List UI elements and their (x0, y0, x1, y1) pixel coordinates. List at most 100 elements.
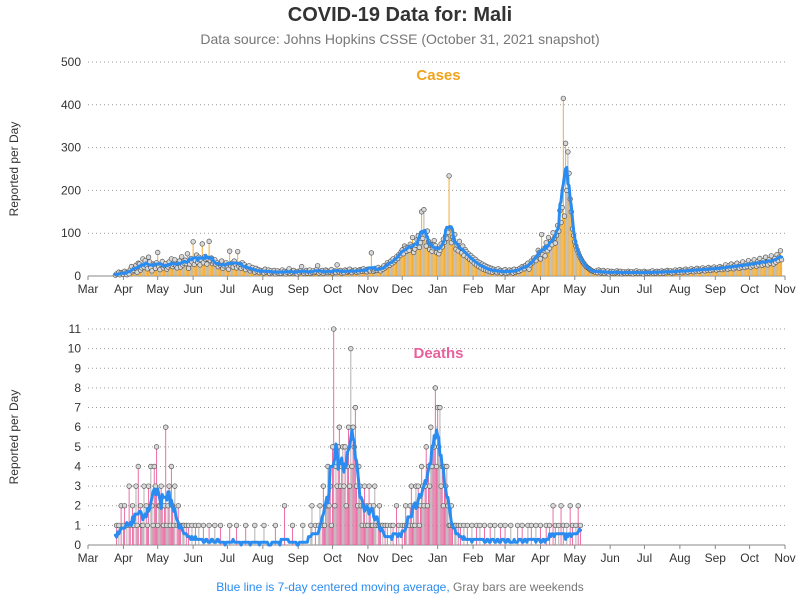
bar (129, 525, 131, 545)
bar (197, 262, 199, 276)
bar (418, 525, 420, 545)
bar (230, 265, 232, 276)
y-tick-label: 0 (74, 269, 81, 283)
bar (122, 525, 124, 545)
bar (426, 231, 428, 276)
data-point (308, 522, 314, 529)
data-point (252, 522, 258, 529)
bar (762, 260, 764, 276)
data-point (440, 503, 447, 509)
bar (160, 486, 162, 545)
bar (432, 446, 434, 545)
bar (180, 267, 182, 276)
data-point (331, 326, 337, 332)
x-tick-label: Apr (531, 551, 550, 565)
y-tick-label: 9 (74, 361, 81, 375)
data-point (328, 522, 335, 529)
bar (761, 265, 763, 276)
bar (157, 525, 159, 545)
bar (584, 264, 586, 276)
x-tick-label: Jun (183, 551, 202, 565)
bar (735, 267, 737, 276)
data-point (469, 522, 475, 529)
data-point (564, 522, 570, 529)
data-point (134, 522, 140, 529)
bar (357, 505, 359, 545)
bar (750, 267, 752, 276)
data-point (565, 149, 571, 155)
bar (223, 265, 225, 276)
bar (458, 241, 460, 276)
bar (133, 525, 135, 545)
x-tick-label: May (563, 551, 586, 565)
bar (776, 254, 778, 276)
bar (229, 525, 231, 545)
bar (417, 486, 419, 545)
bar (370, 525, 372, 545)
bar (520, 270, 522, 276)
bar (343, 486, 345, 545)
bar (447, 232, 449, 276)
x-tick-label: Dec (392, 551, 413, 565)
bar (779, 250, 781, 276)
data-point (145, 483, 152, 489)
bar (434, 245, 436, 276)
x-tick-label: Oct (323, 282, 342, 296)
bar (552, 232, 554, 276)
bar (226, 267, 228, 276)
x-tick-label: Jan (428, 282, 447, 296)
data-point (519, 522, 525, 529)
bar (184, 260, 186, 276)
panel-title: Deaths (413, 345, 463, 362)
data-point (172, 483, 178, 489)
x-tick-label: Nov (774, 282, 795, 296)
bar (774, 258, 776, 276)
bar (302, 525, 304, 545)
bar (405, 248, 407, 276)
data-point (185, 265, 192, 271)
x-tick-label: Mar (495, 551, 516, 565)
x-tick-label: Oct (740, 551, 759, 565)
bar (466, 257, 468, 276)
bar (202, 262, 204, 276)
bar (245, 269, 247, 276)
bar (321, 525, 323, 545)
data-point (402, 503, 409, 509)
data-point (163, 424, 169, 430)
data-point (184, 251, 191, 257)
data-point (155, 522, 161, 529)
bar (198, 525, 200, 545)
bar (454, 525, 456, 545)
data-point (408, 483, 415, 489)
bar (183, 263, 185, 276)
bar (576, 249, 578, 276)
bar (418, 247, 420, 276)
bar (344, 446, 346, 545)
bar (726, 267, 728, 276)
bar (394, 260, 396, 276)
data-point (235, 248, 241, 255)
data-point (342, 444, 348, 450)
x-tick-label: May (563, 282, 586, 296)
bar (522, 267, 524, 276)
bar (422, 486, 424, 545)
bar (542, 254, 544, 276)
bar (415, 486, 417, 545)
bar (440, 243, 442, 276)
bar (416, 239, 418, 276)
bar (538, 252, 540, 276)
bar (752, 265, 754, 276)
data-point (272, 522, 279, 529)
data-point (341, 483, 347, 489)
bar (218, 264, 220, 276)
bar (422, 238, 424, 276)
bar (533, 258, 535, 276)
bar (573, 235, 575, 276)
bar (182, 525, 184, 545)
bar (386, 262, 388, 276)
bar (775, 262, 777, 276)
y-tick-label: 100 (61, 226, 81, 240)
bar (430, 244, 432, 276)
data-point (144, 522, 151, 529)
x-tick-label: Sep (288, 282, 310, 296)
